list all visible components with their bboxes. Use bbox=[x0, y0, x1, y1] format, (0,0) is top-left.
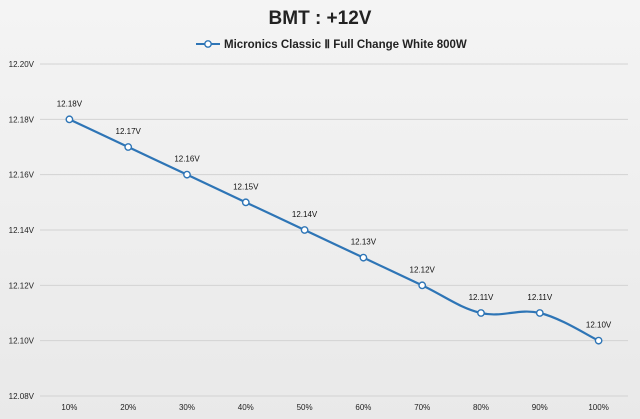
x-tick-label: 100% bbox=[588, 403, 608, 412]
data-point bbox=[241, 198, 250, 207]
data-label: 12.15V bbox=[233, 182, 259, 191]
data-point bbox=[183, 170, 191, 179]
y-tick-label: 12.08V bbox=[9, 392, 35, 401]
y-tick-label: 12.12V bbox=[9, 281, 35, 290]
y-tick-label: 12.16V bbox=[9, 171, 35, 180]
data-label: 12.13V bbox=[351, 238, 377, 247]
x-tick-label: 80% bbox=[473, 403, 489, 412]
data-label: 12.17V bbox=[116, 127, 142, 136]
grid-lines bbox=[40, 63, 628, 397]
x-tick-label: 30% bbox=[179, 403, 195, 412]
data-point bbox=[594, 336, 603, 345]
legend: Micronics Classic Ⅱ Full Change White 80… bbox=[196, 38, 467, 51]
x-tick-label: 90% bbox=[532, 403, 548, 412]
x-tick-label: 40% bbox=[238, 403, 254, 412]
data-point bbox=[300, 226, 309, 234]
data-label: 12.11V bbox=[469, 293, 494, 302]
data-point bbox=[477, 309, 485, 317]
data-point bbox=[65, 115, 74, 124]
data-point bbox=[418, 281, 427, 290]
x-tick-label: 70% bbox=[414, 403, 430, 412]
x-axis: 10% 20% 30% 40% 50% 60% 70% 80% 90% 100% bbox=[61, 403, 608, 412]
y-tick-label: 12.18V bbox=[9, 115, 35, 124]
x-tick-label: 50% bbox=[297, 403, 313, 412]
legend-point-marker bbox=[204, 40, 212, 48]
data-point bbox=[124, 143, 133, 151]
y-axis: 12.20V 12.18V 12.16V 12.14V 12.12V 12.10V 12.0… bbox=[9, 60, 35, 401]
data-point bbox=[535, 309, 544, 317]
data-point bbox=[359, 253, 368, 262]
data-label: 12.14V bbox=[292, 210, 318, 219]
x-tick-label: 60% bbox=[355, 403, 371, 412]
data-label: 12.12V bbox=[410, 265, 436, 274]
y-tick-label: 12.20V bbox=[9, 60, 35, 69]
chart-title: BMT : +12V bbox=[268, 8, 372, 29]
y-tick-label: 12.14V bbox=[9, 226, 35, 235]
y-tick-label: 12.10V bbox=[9, 337, 35, 346]
x-tick-label: 10% bbox=[61, 403, 77, 412]
data-label: 12.18V bbox=[57, 99, 83, 108]
data-label: 12.10V bbox=[586, 321, 612, 330]
x-tick-label: 20% bbox=[120, 403, 136, 412]
series-layer: 12.18V 12.17V 12.16V 12.15V 12.14V 12.13V 12.1… bbox=[57, 99, 612, 345]
series-line bbox=[68, 118, 600, 342]
data-label: 12.16V bbox=[174, 155, 200, 164]
data-label: 12.11V bbox=[527, 293, 552, 302]
legend-entry-label: Micronics Classic Ⅱ Full Change White 80… bbox=[224, 38, 467, 51]
